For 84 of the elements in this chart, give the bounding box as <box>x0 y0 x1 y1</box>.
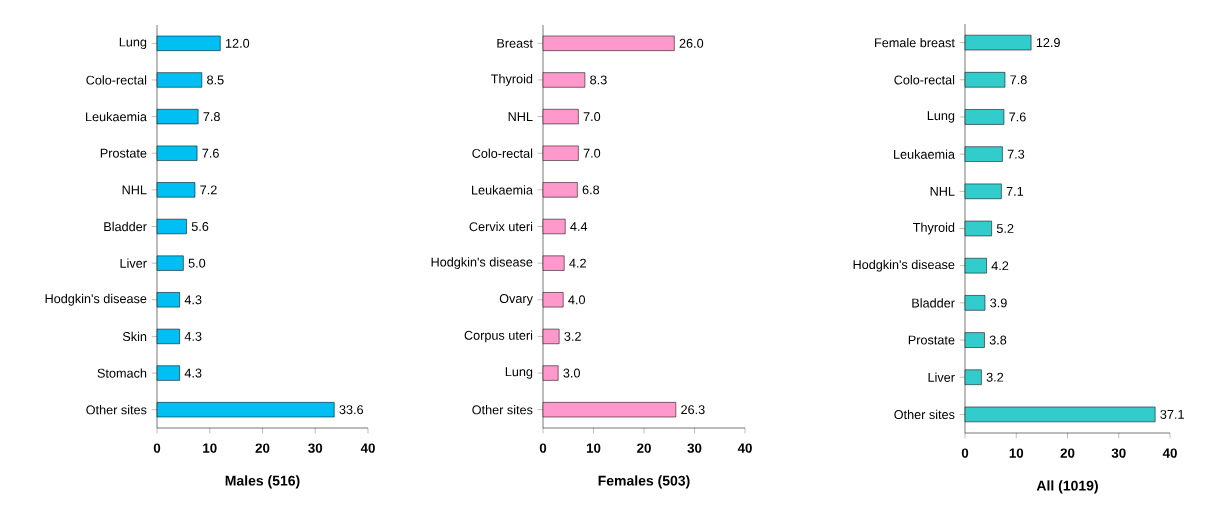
y-tick-label: Thyroid <box>491 74 533 86</box>
data-label: 4.2 <box>569 258 586 268</box>
y-tick-label: Leukaemia <box>472 185 533 195</box>
y-tick-label: Hodgkin's disease <box>45 293 147 306</box>
y-tick-label: Prostate <box>100 148 147 158</box>
data-label: 4.3 <box>184 368 202 378</box>
data-label: 7.2 <box>200 185 217 195</box>
data-label: 4.3 <box>184 331 202 341</box>
x-tick-label: 30 <box>687 443 702 453</box>
data-label: 33.6 <box>339 405 364 415</box>
data-label: 3.0 <box>563 368 580 378</box>
x-tick-label: 40 <box>1162 448 1177 458</box>
data-label: 12.0 <box>225 38 250 48</box>
data-label: 7.8 <box>1010 75 1027 85</box>
y-tick-label: NHL <box>508 112 533 121</box>
x-tick-label: 40 <box>360 443 375 453</box>
y-tick-label: Other sites <box>86 405 147 415</box>
x-tick-label: 10 <box>586 443 601 453</box>
x-tick-label: 20 <box>1060 448 1075 458</box>
y-tick-label: Cervix uteri <box>469 221 533 232</box>
data-label: 7.6 <box>202 148 219 158</box>
y-tick-label: Stomach <box>97 368 147 378</box>
data-label: 4.3 <box>184 295 202 305</box>
x-tick-label: 10 <box>1009 448 1024 458</box>
x-tick-label: 0 <box>153 443 161 453</box>
data-label: 3.2 <box>564 331 581 341</box>
y-tick-label: Lung <box>119 37 147 49</box>
data-label: 7.3 <box>1007 149 1025 159</box>
data-label: 5.6 <box>191 222 209 231</box>
y-tick-label: Other sites <box>472 405 533 415</box>
x-tick-label: 0 <box>961 448 969 458</box>
data-label: 3.9 <box>990 298 1007 308</box>
data-label: 4.0 <box>568 295 586 305</box>
data-label: 12.9 <box>1036 38 1060 48</box>
data-label: 5.0 <box>188 258 206 268</box>
x-axis-title: Females (503) <box>598 475 690 489</box>
data-label: 8.3 <box>590 75 607 85</box>
y-tick-label: Lung <box>927 111 955 123</box>
x-tick-label: 30 <box>308 443 323 453</box>
data-label: 8.5 <box>207 75 224 85</box>
data-label: 6.8 <box>582 185 600 195</box>
x-axis-title: All (1019) <box>1036 480 1098 494</box>
y-tick-label: Liver <box>120 258 147 268</box>
y-tick-label: NHL <box>122 185 147 195</box>
data-label: 7.6 <box>1009 112 1026 122</box>
data-label: 5.2 <box>996 224 1014 233</box>
data-label: 7.0 <box>583 148 601 158</box>
data-label: 4.2 <box>991 261 1009 271</box>
x-tick-label: 20 <box>637 443 651 453</box>
y-tick-label: NHL <box>930 186 955 196</box>
x-tick-label: 30 <box>1111 448 1126 458</box>
y-tick-label: Skin <box>122 331 147 342</box>
data-label: 7.1 <box>1006 186 1024 196</box>
y-tick-label: Hodgkin's disease <box>431 257 533 270</box>
x-axis-title: Males (516) <box>225 475 300 489</box>
y-tick-label: Leukaemia <box>86 111 147 122</box>
data-label: 26.3 <box>681 405 705 415</box>
data-label: 3.8 <box>989 335 1007 345</box>
y-tick-label: Thyroid <box>913 222 955 235</box>
data-label: 4.4 <box>570 222 588 231</box>
y-tick-label: Leukaemia <box>894 149 955 159</box>
y-tick-label: Breast <box>497 38 533 48</box>
y-tick-label: Colo-rectal <box>472 148 533 158</box>
y-tick-label: Other sites <box>894 409 955 420</box>
y-tick-label: Colo-rectal <box>86 75 147 85</box>
x-tick-label: 40 <box>737 443 752 453</box>
data-label: 37.1 <box>1160 409 1184 419</box>
y-tick-label: Corpus uteri <box>464 330 533 343</box>
x-tick-label: 10 <box>203 443 217 453</box>
y-tick-label: Ovary <box>499 294 533 306</box>
data-label: 3.2 <box>986 372 1004 382</box>
data-label: 7.8 <box>203 112 220 122</box>
y-tick-label: Prostate <box>908 335 955 345</box>
y-tick-label: Hodgkin's disease <box>853 259 955 272</box>
y-tick-label: Colo-rectal <box>894 75 955 85</box>
y-tick-label: Female breast <box>875 37 955 48</box>
data-label: 7.0 <box>583 112 601 122</box>
x-tick-label: 20 <box>255 443 270 453</box>
y-tick-label: Liver <box>928 372 955 382</box>
y-tick-label: Lung <box>505 367 533 379</box>
y-tick-label: Bladder <box>912 298 955 308</box>
y-tick-label: Bladder <box>104 221 147 232</box>
data-label: 26.0 <box>679 38 704 48</box>
x-tick-label: 0 <box>539 443 547 453</box>
